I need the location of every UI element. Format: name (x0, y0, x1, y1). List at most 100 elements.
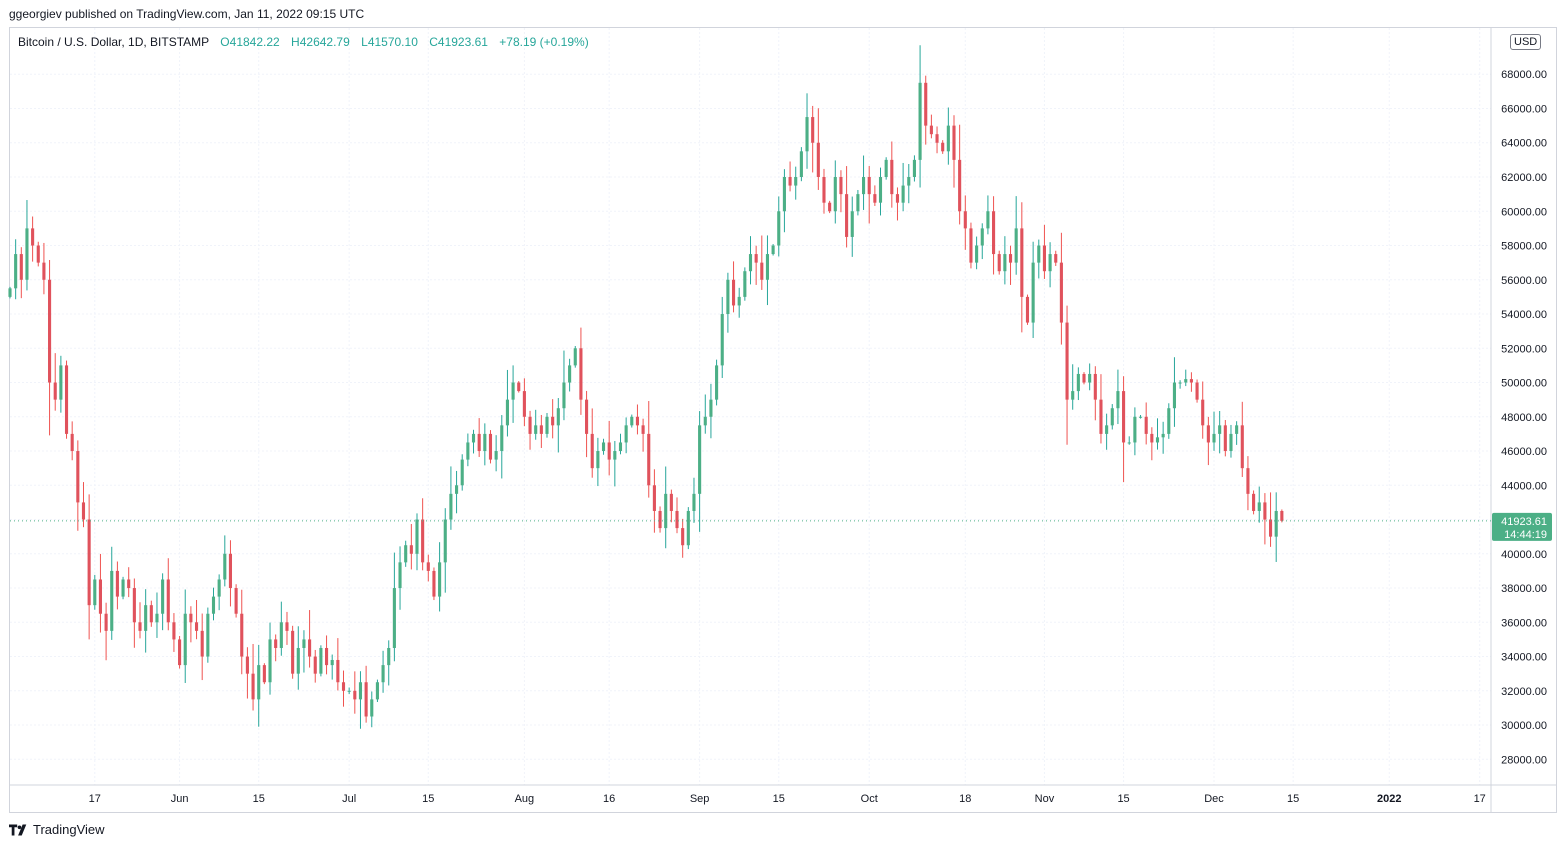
candle[interactable] (387, 640, 391, 686)
candle[interactable] (1127, 436, 1131, 445)
candle[interactable] (1059, 232, 1063, 345)
candle[interactable] (675, 497, 679, 534)
candle[interactable] (262, 663, 266, 685)
candle[interactable] (274, 634, 278, 662)
candle[interactable] (347, 687, 351, 695)
candle[interactable] (630, 414, 634, 428)
candle[interactable] (1167, 403, 1171, 439)
candle[interactable] (353, 671, 357, 714)
candle[interactable] (14, 239, 18, 300)
candle[interactable] (980, 223, 984, 260)
candle[interactable] (438, 542, 442, 612)
candle[interactable] (240, 589, 244, 675)
candle[interactable] (1099, 374, 1103, 444)
candle[interactable] (873, 185, 877, 206)
candle[interactable] (884, 157, 888, 180)
candle[interactable] (551, 399, 555, 439)
candle[interactable] (245, 647, 249, 699)
candle[interactable] (607, 420, 611, 476)
candle[interactable] (291, 625, 295, 679)
candle[interactable] (624, 417, 628, 454)
candle[interactable] (1218, 411, 1222, 454)
candle[interactable] (31, 216, 35, 262)
candle[interactable] (777, 196, 781, 257)
candle[interactable] (1229, 424, 1233, 458)
candle[interactable] (36, 241, 40, 267)
candle[interactable] (144, 589, 148, 653)
candle[interactable] (664, 466, 668, 549)
candle[interactable] (268, 622, 272, 695)
candle[interactable] (477, 418, 481, 457)
candle[interactable] (206, 607, 210, 663)
candle[interactable] (1138, 414, 1143, 419)
candle[interactable] (341, 670, 346, 707)
candle[interactable] (726, 272, 730, 333)
candle[interactable] (1003, 236, 1007, 285)
candle[interactable] (1184, 369, 1188, 387)
candle[interactable] (969, 222, 973, 269)
candle[interactable] (1212, 411, 1216, 451)
candle[interactable] (19, 247, 23, 299)
candle[interactable] (1189, 372, 1193, 392)
candle[interactable] (1014, 196, 1018, 275)
candle[interactable] (816, 108, 820, 190)
candle[interactable] (1235, 421, 1239, 445)
candle[interactable] (449, 466, 453, 530)
candle[interactable] (1246, 456, 1250, 511)
candle[interactable] (686, 507, 690, 550)
candle[interactable] (669, 489, 673, 523)
candle[interactable] (127, 567, 131, 598)
candle[interactable] (517, 381, 521, 393)
candle[interactable] (1161, 421, 1165, 454)
candle[interactable] (952, 115, 956, 188)
currency-button[interactable]: USD (1510, 34, 1542, 50)
candle[interactable] (70, 421, 74, 461)
candle[interactable] (1257, 486, 1261, 523)
candle[interactable] (398, 546, 402, 610)
candle[interactable] (692, 477, 696, 523)
candle[interactable] (189, 606, 193, 643)
candle[interactable] (573, 346, 577, 368)
candle[interactable] (1268, 492, 1273, 547)
candle[interactable] (488, 430, 493, 464)
candle[interactable] (48, 259, 52, 436)
candle[interactable] (375, 679, 379, 703)
candle[interactable] (404, 540, 408, 567)
candle[interactable] (81, 482, 86, 528)
candle[interactable] (336, 638, 340, 691)
candle[interactable] (941, 140, 945, 154)
candle[interactable] (381, 650, 385, 693)
candle[interactable] (771, 244, 775, 256)
candle[interactable] (703, 394, 707, 434)
candle[interactable] (596, 437, 600, 487)
candle[interactable] (432, 567, 436, 601)
candle[interactable] (364, 665, 368, 723)
candle[interactable] (511, 365, 515, 423)
candle[interactable] (935, 126, 939, 154)
candle[interactable] (76, 440, 80, 531)
candle[interactable] (1054, 250, 1058, 266)
candle[interactable] (132, 578, 136, 648)
candle[interactable] (822, 168, 826, 214)
footer-brand[interactable]: TradingView (9, 822, 105, 837)
candle[interactable] (257, 644, 261, 727)
candle[interactable] (924, 75, 928, 145)
candle[interactable] (1201, 381, 1205, 439)
candle[interactable] (861, 155, 866, 210)
candle[interactable] (358, 671, 363, 729)
candle[interactable] (1133, 407, 1137, 456)
candle[interactable] (172, 613, 176, 652)
candle[interactable] (1105, 413, 1109, 450)
candle[interactable] (754, 245, 758, 285)
candle[interactable] (370, 691, 374, 728)
candle[interactable] (251, 643, 255, 711)
candle[interactable] (748, 236, 753, 285)
candle[interactable] (505, 369, 509, 437)
candle[interactable] (539, 414, 543, 448)
candle[interactable] (997, 250, 1001, 275)
candle[interactable] (330, 654, 334, 680)
candle[interactable] (115, 561, 119, 610)
candle[interactable] (138, 602, 142, 639)
candle[interactable] (585, 390, 589, 458)
candle[interactable] (568, 358, 572, 392)
